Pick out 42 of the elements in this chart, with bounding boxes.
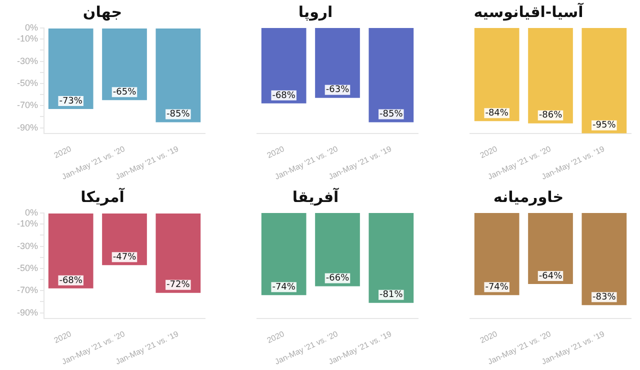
x-tick-label: 2020 (478, 144, 500, 160)
data-label: -86% (538, 110, 563, 121)
y-tick-label: -70% (16, 100, 38, 110)
data-label: -68% (272, 90, 296, 101)
data-label: -47% (112, 252, 137, 262)
x-tick-label: 2020 (266, 144, 286, 160)
y-tick-label: -10% (16, 218, 38, 229)
data-label: -95% (592, 120, 616, 131)
y-tick-label: -90% (16, 307, 38, 318)
data-label: -85% (166, 110, 190, 120)
chart-title: آفریقا (292, 186, 340, 206)
data-label: -83% (592, 292, 616, 302)
x-tick-label: 2020 (478, 329, 500, 346)
y-tick-label: -50% (16, 262, 38, 273)
data-label: -63% (326, 85, 350, 96)
data-label: -66% (326, 274, 350, 284)
y-tick-label: -50% (16, 78, 38, 88)
data-label: -84% (485, 108, 509, 119)
y-tick-label: -70% (16, 285, 38, 296)
y-tick-label: -30% (16, 240, 38, 251)
chart-title: جهان (82, 2, 122, 21)
chart-title: اروپا (298, 2, 333, 21)
x-tick-label: 2020 (52, 329, 74, 346)
data-label: -85% (380, 110, 404, 120)
chart-title: آسیا-اقیانوسیه (474, 2, 584, 21)
data-label: -65% (112, 87, 137, 98)
y-tick-label: 0% (24, 207, 38, 218)
data-label: -74% (272, 282, 296, 292)
y-tick-label: -90% (16, 122, 38, 132)
y-tick-label: -30% (16, 56, 38, 66)
data-label: -81% (380, 290, 404, 300)
data-label: -64% (538, 271, 563, 282)
chart-title: خاورمیانه (493, 188, 564, 206)
x-tick-label: 2020 (266, 329, 286, 346)
y-tick-label: -10% (16, 34, 38, 44)
data-label: -73% (59, 96, 83, 106)
y-tick-label: 0% (24, 22, 38, 32)
x-tick-label: 2020 (52, 144, 74, 160)
data-label: -68% (59, 276, 83, 286)
chart-title: آمریکا (80, 186, 126, 206)
data-label: -72% (166, 280, 190, 290)
data-label: -74% (485, 282, 509, 292)
